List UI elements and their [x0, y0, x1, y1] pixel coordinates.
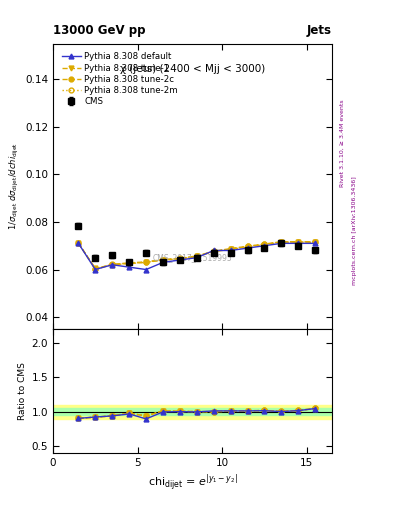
- Pythia 8.308 default: [211, 247, 216, 253]
- Pythia 8.308 tune-1: [211, 249, 216, 255]
- Pythia 8.308 tune-2c: [313, 239, 318, 245]
- Pythia 8.308 default: [262, 243, 267, 249]
- Pythia 8.308 tune-2c: [211, 248, 216, 254]
- Pythia 8.308 tune-2c: [76, 240, 81, 246]
- Text: CMS_2017_I1519995: CMS_2017_I1519995: [153, 253, 232, 262]
- Text: Rivet 3.1.10, ≥ 3.4M events: Rivet 3.1.10, ≥ 3.4M events: [340, 99, 345, 187]
- Pythia 8.308 tune-1: [245, 244, 250, 250]
- Pythia 8.308 tune-2c: [161, 257, 165, 263]
- Pythia 8.308 tune-2c: [245, 243, 250, 249]
- Pythia 8.308 default: [144, 266, 149, 272]
- Pythia 8.308 tune-2c: [262, 241, 267, 247]
- Pythia 8.308 tune-1: [262, 242, 267, 248]
- Line: Pythia 8.308 tune-1: Pythia 8.308 tune-1: [76, 240, 318, 271]
- Pythia 8.308 tune-1: [76, 240, 81, 246]
- Pythia 8.308 tune-2m: [228, 246, 233, 252]
- Pythia 8.308 tune-2m: [262, 241, 267, 247]
- Pythia 8.308 default: [178, 257, 182, 263]
- Pythia 8.308 tune-1: [313, 239, 318, 245]
- Pythia 8.308 tune-1: [296, 239, 301, 245]
- Pythia 8.308 tune-1: [178, 256, 182, 262]
- Pythia 8.308 default: [228, 247, 233, 253]
- Pythia 8.308 default: [93, 266, 98, 272]
- Pythia 8.308 tune-1: [161, 257, 165, 263]
- Text: mcplots.cern.ch [arXiv:1306.3436]: mcplots.cern.ch [arXiv:1306.3436]: [352, 176, 357, 285]
- Pythia 8.308 default: [279, 240, 284, 246]
- Pythia 8.308 tune-2c: [279, 239, 284, 245]
- Line: Pythia 8.308 tune-2c: Pythia 8.308 tune-2c: [76, 239, 318, 271]
- Pythia 8.308 tune-1: [195, 253, 199, 260]
- Pythia 8.308 default: [110, 262, 115, 268]
- Pythia 8.308 tune-1: [228, 246, 233, 252]
- Pythia 8.308 tune-2m: [144, 259, 149, 265]
- Pythia 8.308 tune-2m: [178, 255, 182, 262]
- Pythia 8.308 default: [161, 259, 165, 265]
- Pythia 8.308 tune-1: [110, 262, 115, 268]
- Pythia 8.308 tune-1: [127, 261, 132, 267]
- Legend: Pythia 8.308 default, Pythia 8.308 tune-1, Pythia 8.308 tune-2c, Pythia 8.308 tu: Pythia 8.308 default, Pythia 8.308 tune-…: [60, 51, 180, 108]
- Pythia 8.308 tune-2c: [228, 246, 233, 252]
- Pythia 8.308 tune-2m: [93, 266, 98, 272]
- Y-axis label: $1/\sigma_\mathrm{dijet}$ $d\sigma_\mathrm{dijet}/dchi_\mathrm{dijet}$: $1/\sigma_\mathrm{dijet}$ $d\sigma_\math…: [8, 142, 21, 230]
- Pythia 8.308 default: [76, 240, 81, 246]
- Pythia 8.308 tune-2m: [110, 262, 115, 268]
- Line: Pythia 8.308 tune-2m: Pythia 8.308 tune-2m: [76, 240, 318, 272]
- Pythia 8.308 tune-2m: [127, 260, 132, 266]
- Pythia 8.308 tune-2m: [245, 243, 250, 249]
- Pythia 8.308 tune-2c: [195, 253, 199, 259]
- Pythia 8.308 tune-2m: [76, 240, 81, 246]
- Text: 13000 GeV pp: 13000 GeV pp: [53, 24, 145, 37]
- Pythia 8.308 tune-2c: [110, 261, 115, 267]
- X-axis label: chi$_\mathrm{dijet}$ = $e^{|y_1-y_2|}$: chi$_\mathrm{dijet}$ = $e^{|y_1-y_2|}$: [148, 472, 237, 493]
- Pythia 8.308 default: [296, 240, 301, 246]
- Pythia 8.308 default: [195, 254, 199, 261]
- Pythia 8.308 tune-2m: [195, 253, 199, 259]
- Bar: [53, 405, 332, 419]
- Pythia 8.308 tune-2m: [161, 257, 165, 263]
- Text: χ (jets) (2400 < Mjj < 3000): χ (jets) (2400 < Mjj < 3000): [120, 63, 265, 74]
- Pythia 8.308 tune-1: [144, 259, 149, 265]
- Pythia 8.308 default: [313, 240, 318, 246]
- Pythia 8.308 tune-2c: [296, 239, 301, 245]
- Bar: [53, 408, 332, 415]
- Pythia 8.308 tune-2m: [296, 239, 301, 245]
- Pythia 8.308 tune-2c: [127, 260, 132, 266]
- Line: Pythia 8.308 default: Pythia 8.308 default: [76, 241, 318, 272]
- Y-axis label: Ratio to CMS: Ratio to CMS: [18, 362, 28, 420]
- Pythia 8.308 tune-1: [93, 265, 98, 271]
- Pythia 8.308 default: [245, 245, 250, 251]
- Pythia 8.308 tune-1: [279, 239, 284, 245]
- Pythia 8.308 tune-2c: [93, 266, 98, 272]
- Pythia 8.308 default: [127, 264, 132, 270]
- Text: Jets: Jets: [307, 24, 332, 37]
- Pythia 8.308 tune-2c: [144, 259, 149, 265]
- Pythia 8.308 tune-2m: [279, 239, 284, 245]
- Pythia 8.308 tune-2m: [313, 239, 318, 245]
- Pythia 8.308 tune-2c: [178, 255, 182, 262]
- Pythia 8.308 tune-2m: [211, 248, 216, 254]
